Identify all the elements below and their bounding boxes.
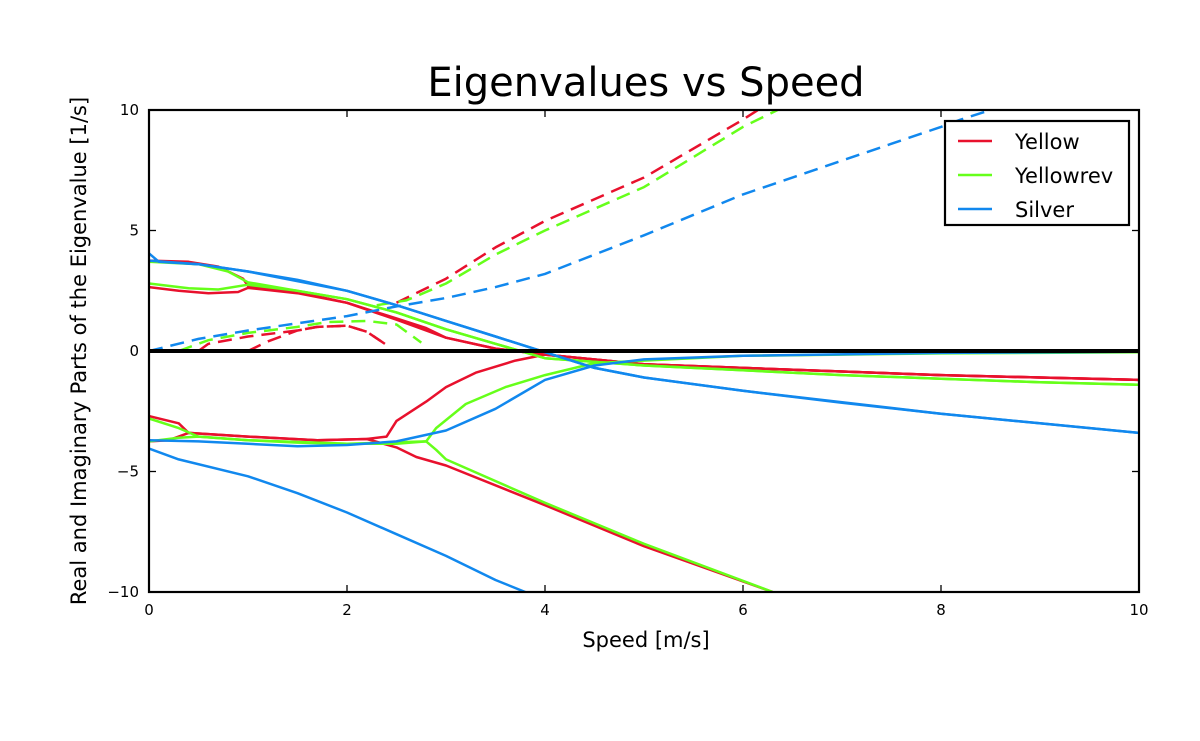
- series-line-silver-real-16: [149, 447, 526, 592]
- series-line-yellowrev-real-7: [149, 282, 1139, 386]
- x-tick-label: 0: [144, 601, 154, 619]
- series-line-yellow-real-3: [149, 431, 774, 592]
- y-tick-label: −10: [107, 583, 139, 601]
- y-axis-label: Real and Imaginary Parts of the Eigenval…: [67, 97, 91, 605]
- legend-box: [943, 119, 1131, 227]
- series-line-yellowrev-real-10: [149, 435, 774, 592]
- series-line-silver-real-14: [149, 259, 1139, 435]
- series-line-yellowrev-real-8: [149, 260, 1139, 386]
- y-tick-label: 10: [120, 101, 139, 119]
- series-line-yellow-imaginary-6: [395, 110, 759, 304]
- legend: Yellow Yellowrev Silver: [943, 119, 1131, 227]
- x-tick-label: 4: [540, 601, 550, 619]
- y-tick-label: −5: [117, 463, 139, 481]
- series-line-yellow-imaginary-5: [247, 324, 388, 353]
- legend-label-yellowrev: Yellowrev: [1014, 164, 1113, 188]
- series-line-yellow-imaginary-4: [197, 324, 388, 353]
- x-axis-label: Speed [m/s]: [582, 628, 709, 652]
- series-line-yellowrev-imaginary-12: [376, 110, 779, 307]
- series-line-silver-imaginary-17: [149, 110, 991, 353]
- series-line-silver-real-15: [149, 350, 1139, 448]
- legend-label-yellow: Yellow: [1014, 130, 1080, 154]
- legend-label-silver: Silver: [1015, 198, 1074, 222]
- x-tick-label: 6: [738, 601, 748, 619]
- y-tick-label: 5: [129, 222, 139, 240]
- x-tick-label: 2: [342, 601, 352, 619]
- x-ticks: 0 2 4 6 8 10: [144, 110, 1149, 619]
- y-tick-label: 0: [129, 342, 139, 360]
- x-tick-label: 10: [1129, 601, 1148, 619]
- y-ticks: 10 5 0 −5 −10: [107, 101, 1139, 601]
- plot-lines: [149, 110, 1139, 592]
- series-line-yellowrev-imaginary-11: [178, 319, 423, 353]
- chart-title: Eigenvalues vs Speed: [427, 60, 864, 106]
- series-line-yellow-real-1: [149, 259, 1139, 382]
- series-line-yellow-real-2: [149, 353, 1139, 442]
- x-tick-label: 8: [936, 601, 946, 619]
